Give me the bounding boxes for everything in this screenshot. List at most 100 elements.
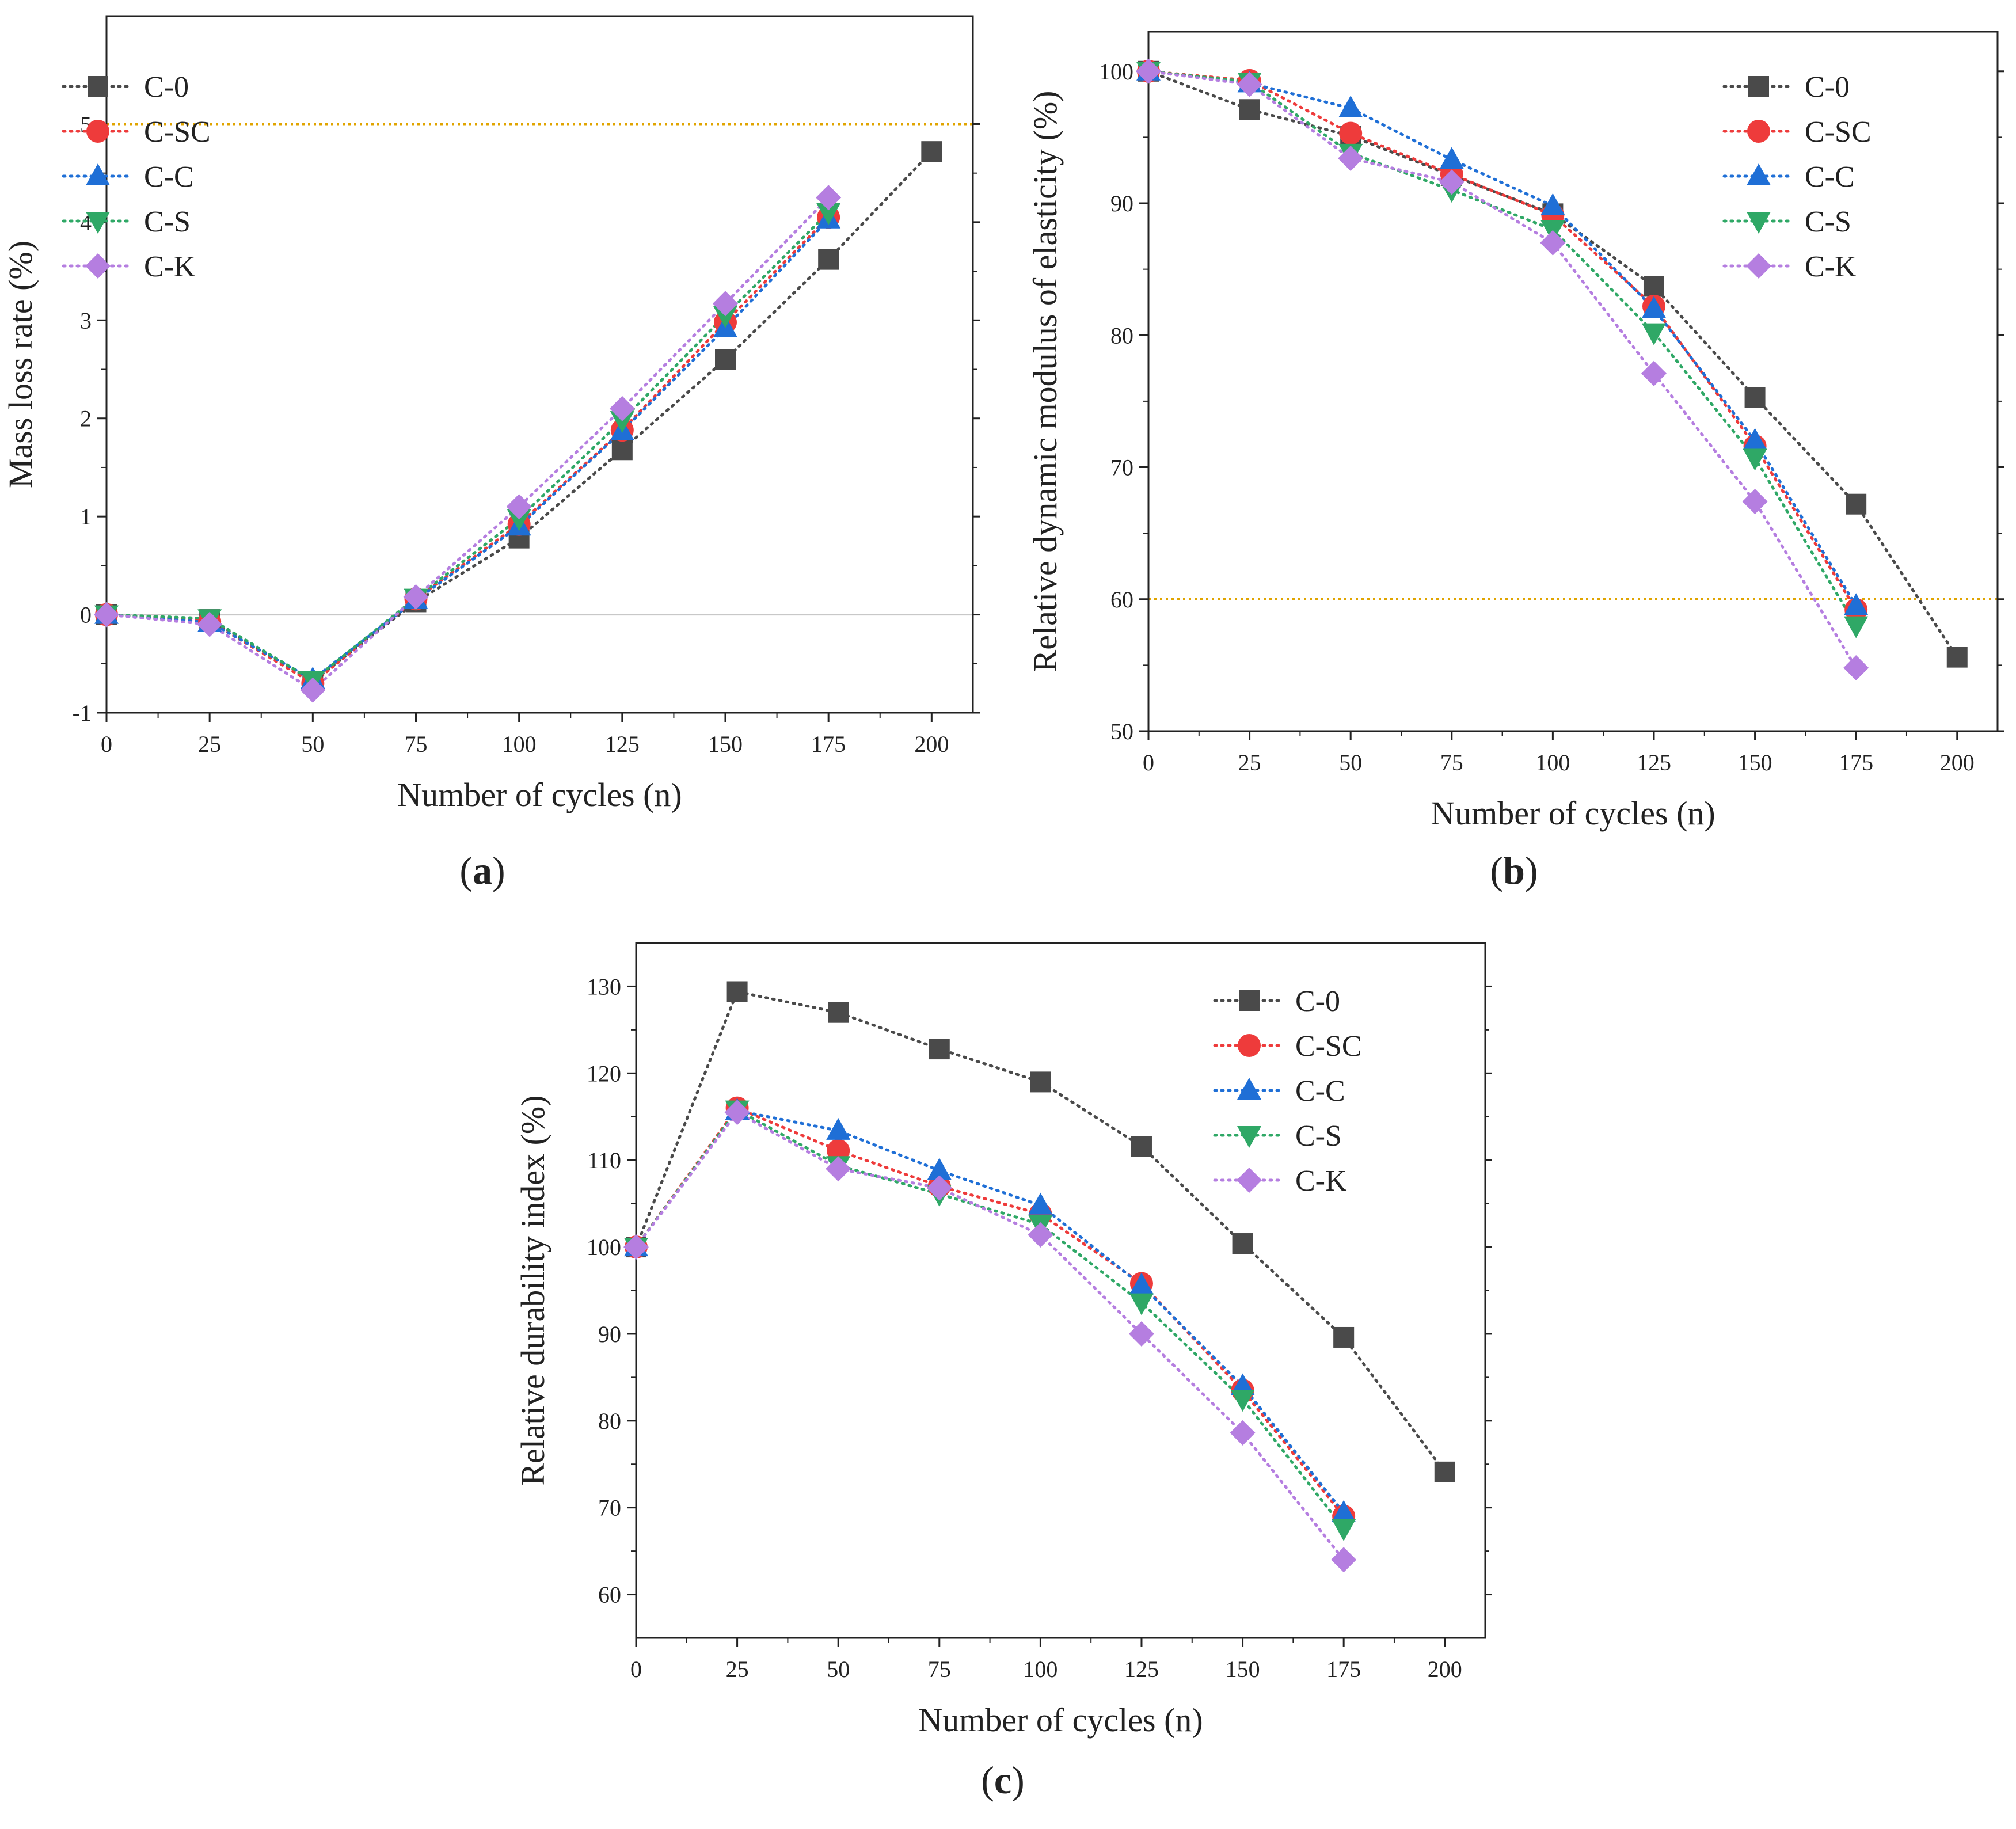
data-point-C-C — [1439, 147, 1464, 169]
series-line-C-SC — [634, 1106, 1345, 1518]
legend-label-C-K: C-K — [1805, 250, 1857, 283]
x-tick-label: 100 — [1023, 1656, 1058, 1682]
x-tick-label: 150 — [1226, 1656, 1260, 1682]
data-point-C-K — [609, 396, 635, 421]
y-tick-label: 130 — [587, 974, 621, 999]
series-markers-C-K — [94, 185, 842, 703]
data-point-C-S — [713, 306, 737, 328]
plot-frame — [1147, 31, 1999, 732]
series-markers-C-0 — [96, 141, 942, 692]
legend-label-C-SC: C-SC — [1295, 1030, 1362, 1063]
data-point-C-K — [94, 602, 119, 628]
series-line-C-K — [1147, 70, 1858, 670]
y-tick-label: 110 — [587, 1147, 621, 1173]
series-line-C-S — [105, 211, 830, 682]
data-point-C-K — [197, 611, 223, 637]
panel-label-letter: b — [1503, 849, 1525, 892]
legend-label-C-SC: C-SC — [144, 116, 211, 149]
data-point-C-K — [1230, 1420, 1256, 1446]
legend: C-0 C-SC C-C C-S C-K — [1213, 985, 1362, 1197]
y-tick-label: 80 — [1110, 322, 1133, 348]
data-point-C-S — [507, 509, 531, 531]
legend: C-0 C-SC C-C C-S C-K — [1722, 71, 1872, 283]
legend-marker-C-0 — [88, 76, 108, 97]
legend-marker-C-SC — [86, 120, 109, 143]
series-markers-C-SC — [625, 1096, 1356, 1528]
data-point-C-S — [1641, 323, 1666, 345]
x-tick-label: 150 — [708, 731, 743, 757]
x-tick-label: 0 — [630, 1656, 642, 1682]
x-tick-label: 75 — [928, 1656, 951, 1682]
data-point-C-S — [1743, 448, 1767, 471]
data-point-C-C — [1230, 1373, 1255, 1395]
legend-marker-C-0 — [1748, 76, 1769, 97]
data-point-C-K — [926, 1175, 952, 1201]
data-point-C-C — [927, 1158, 952, 1180]
x-tick-label: 200 — [1428, 1656, 1462, 1682]
x-tick-label: 0 — [101, 731, 112, 757]
data-point-C-K — [1237, 71, 1262, 97]
legend-marker-C-SC — [1238, 1034, 1261, 1057]
data-point-C-C — [1743, 428, 1767, 450]
series-markers-C-K — [623, 1100, 1357, 1573]
y-tick-label: 1 — [80, 504, 92, 530]
legend-label-C-0: C-0 — [1805, 71, 1850, 104]
y-tick-label: 3 — [80, 307, 92, 333]
x-axis-label: Number of cycles (n) — [918, 1701, 1203, 1739]
data-point-C-K — [623, 1234, 649, 1260]
data-point-C-K — [713, 291, 738, 317]
data-point-C-K — [1338, 146, 1364, 172]
panel-label-letter: a — [473, 849, 492, 892]
data-point-C-0 — [726, 981, 748, 1002]
series-line-C-K — [634, 1110, 1345, 1561]
legend-marker-C-S — [1747, 212, 1771, 234]
legend-marker-C-C — [1237, 1078, 1261, 1100]
data-point-C-K — [1128, 1321, 1154, 1347]
panel-label-open: ( — [1490, 849, 1503, 892]
y-axis-label: Relative dynamic modulus of elasticity (… — [1026, 91, 1064, 672]
legend-label-C-0: C-0 — [1295, 985, 1340, 1018]
panel-label-close: ) — [1011, 1758, 1025, 1802]
panel-label-open: ( — [981, 1758, 994, 1802]
legend-marker-C-C — [1747, 163, 1771, 185]
y-tick-label: 120 — [587, 1060, 621, 1086]
data-point-C-S — [1230, 1390, 1255, 1412]
x-tick-label: 50 — [827, 1656, 850, 1682]
series-line-C-C — [634, 1109, 1345, 1515]
data-point-C-0 — [1946, 647, 1968, 668]
x-tick-label: 25 — [726, 1656, 749, 1682]
data-point-C-C — [1332, 1500, 1356, 1522]
legend-marker-C-SC — [1747, 120, 1770, 143]
x-tick-label: 150 — [1738, 750, 1772, 775]
data-point-C-K — [1136, 58, 1161, 84]
legend-marker-C-K — [1237, 1168, 1262, 1193]
y-tick-label: 100 — [1099, 59, 1133, 85]
legend-label-C-S: C-S — [1295, 1120, 1342, 1153]
data-point-C-K — [724, 1100, 750, 1125]
data-point-C-C — [1129, 1272, 1154, 1295]
data-point-C-0 — [828, 1002, 849, 1023]
series-markers-C-C — [624, 1098, 1356, 1522]
legend-marker-C-K — [85, 253, 111, 279]
legend-label-C-S: C-S — [144, 206, 191, 238]
legend-label-C-SC: C-SC — [1805, 116, 1872, 149]
data-point-C-0 — [1333, 1326, 1355, 1348]
data-point-C-0 — [1232, 1233, 1253, 1254]
data-point-C-K — [1540, 230, 1566, 256]
legend-label-C-C: C-C — [144, 161, 194, 193]
series-line-C-S — [1147, 70, 1858, 628]
panel-label-letter: c — [994, 1758, 1011, 1802]
data-point-C-0 — [1239, 99, 1260, 120]
data-point-C-S — [1332, 1519, 1356, 1541]
series-markers-C-S — [1136, 62, 1869, 638]
data-point-C-K — [506, 494, 532, 520]
data-point-C-K — [403, 584, 429, 610]
y-tick-label: 100 — [587, 1234, 621, 1260]
x-tick-label: 50 — [301, 731, 324, 757]
series-markers-C-S — [624, 1100, 1356, 1541]
x-tick-label: 100 — [1535, 750, 1570, 775]
data-point-C-C — [1641, 296, 1666, 318]
